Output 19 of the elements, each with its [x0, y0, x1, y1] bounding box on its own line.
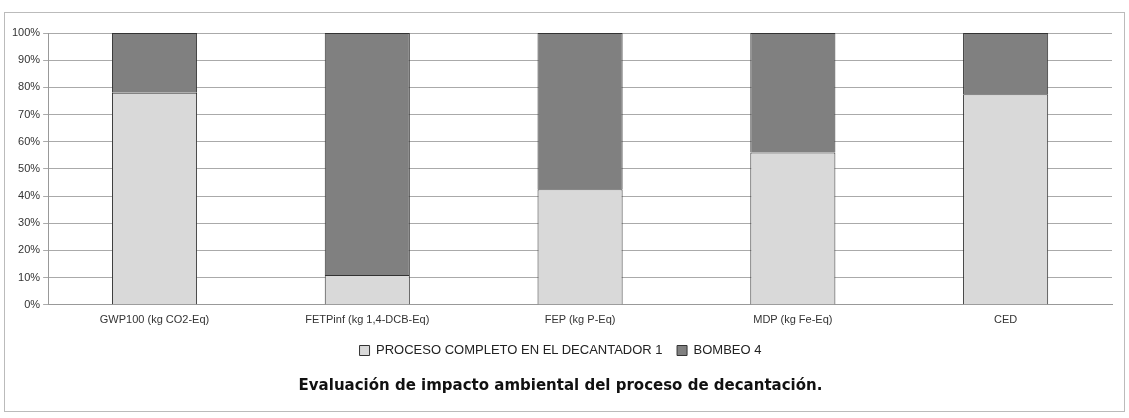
x-tick-label: FETPinf (kg 1,4-DCB-Eq)	[305, 313, 430, 326]
y-tick-label: 10%	[18, 270, 41, 283]
y-tick-label: 100%	[11, 26, 41, 39]
y-tick-label: 30%	[18, 216, 41, 229]
x-tick-label: GWP100 (kg CO2-Eq)	[99, 313, 210, 326]
legend-label: PROCESO COMPLETO EN EL DECANTADOR 1	[376, 342, 663, 358]
y-tick-label: 0%	[24, 297, 41, 310]
x-tick-label: FEP (kg P-Eq)	[544, 313, 616, 326]
x-tick-label: CED	[994, 313, 1018, 326]
y-tick-label: 20%	[18, 243, 41, 256]
text: Evaluación de impacto ambiental del proceso de decantación.	[298, 375, 823, 394]
x-tick-label: MDP (kg Fe-Eq)	[753, 313, 833, 326]
y-tick-label: 70%	[18, 107, 41, 120]
y-tick-label: 80%	[18, 80, 41, 93]
legend-label: BOMBEO 4	[693, 342, 762, 358]
y-tick-label: 40%	[18, 189, 41, 202]
y-tick-label: 60%	[18, 134, 41, 147]
y-tick-label: 50%	[18, 161, 41, 174]
y-tick-label: 90%	[18, 53, 41, 66]
